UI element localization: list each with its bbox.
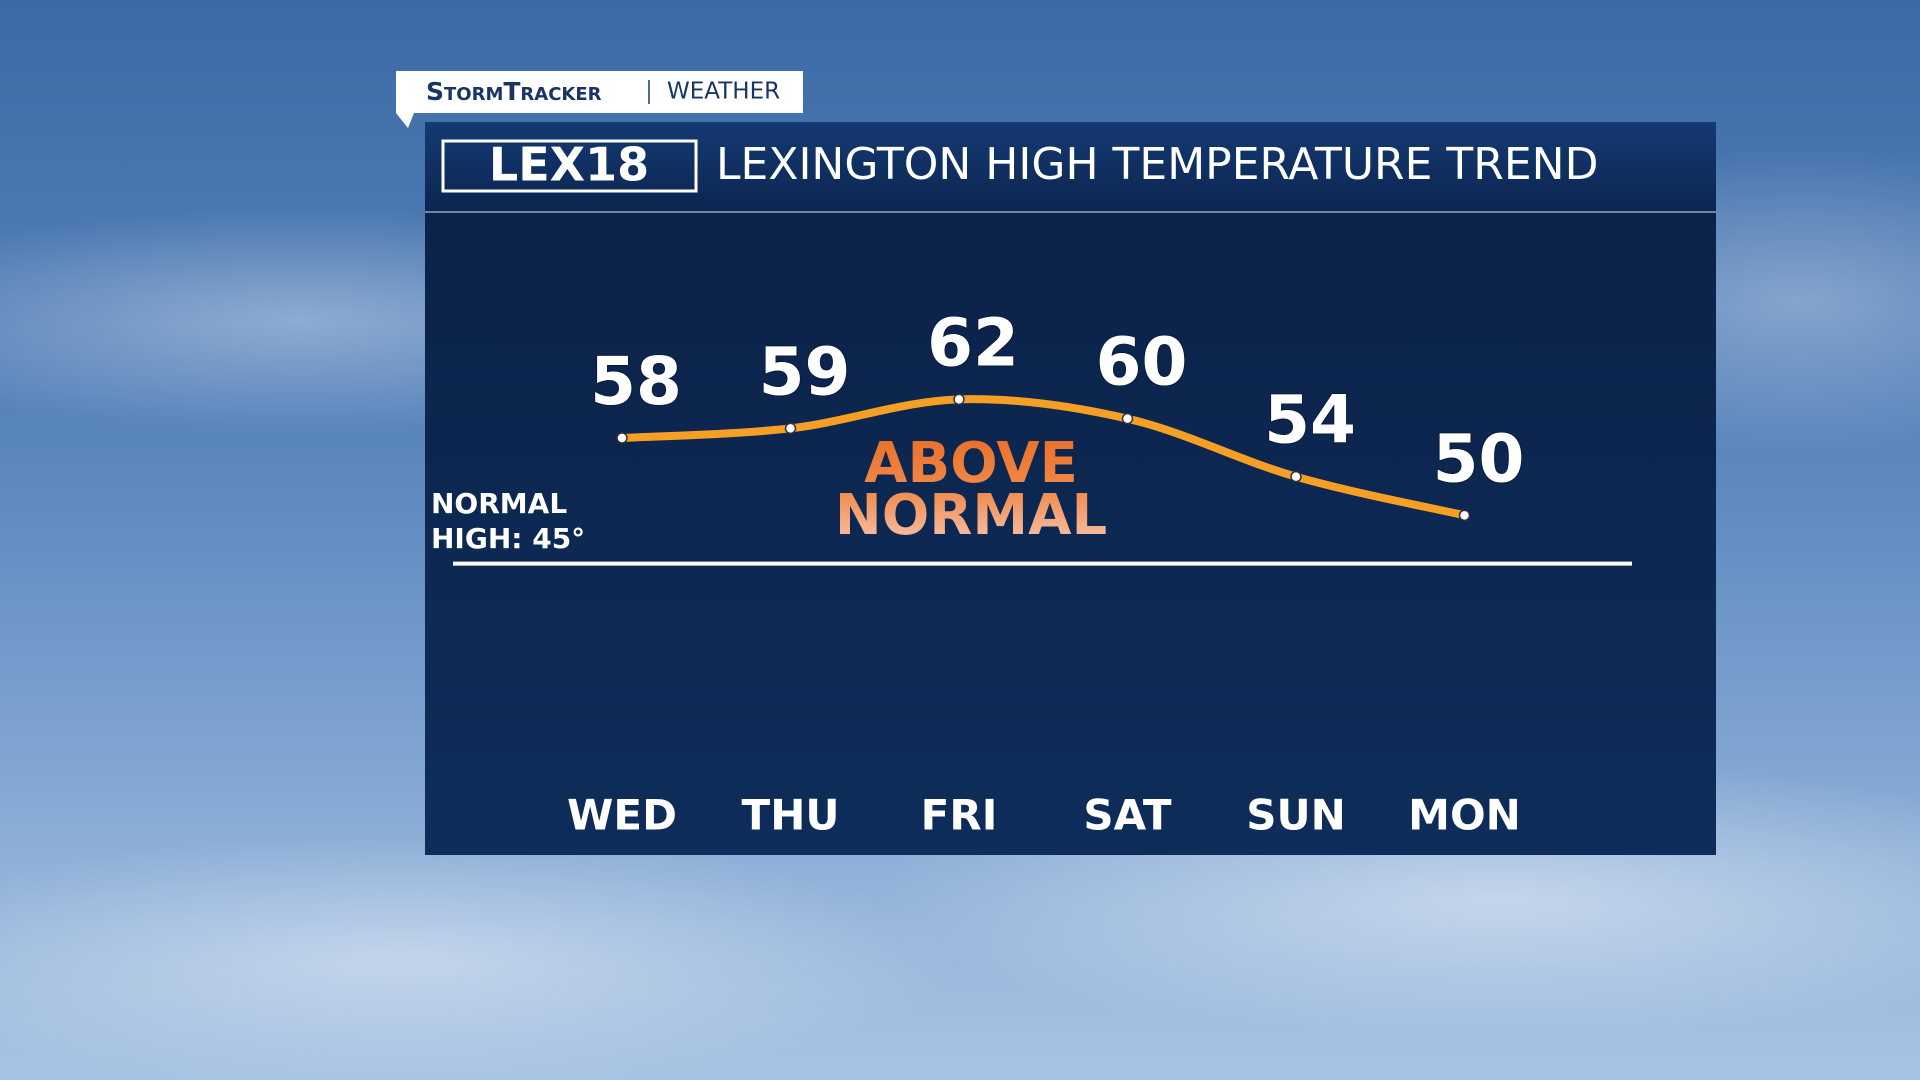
brand-tab [396, 71, 803, 128]
x-tick-label: MON [1408, 791, 1521, 840]
chart-title: LEXINGTON HIGH TEMPERATURE TREND [716, 139, 1598, 190]
header-bar [425, 122, 1716, 212]
point [1121, 412, 1134, 425]
x-tick-label: SAT [1083, 791, 1171, 840]
annotation: ABOVE NORMAL [821, 436, 1121, 544]
reference-label: NORMAL HIGH: 45° [431, 487, 586, 555]
value-label: 58 [590, 343, 682, 420]
brand: StormTracker [426, 77, 602, 106]
logo: LEX18 [489, 138, 649, 192]
x-tick-label: WED [567, 791, 677, 840]
panel [425, 122, 1716, 855]
temperature-line [618, 395, 1469, 520]
value-label: 54 [1264, 382, 1356, 459]
value-label: 59 [759, 333, 851, 410]
point [953, 393, 965, 406]
point [784, 422, 797, 435]
x-tick-label: FRI [921, 791, 998, 840]
value-label: 60 [1096, 324, 1188, 401]
x-tick-label: THU [742, 791, 840, 840]
section: WEATHER [667, 79, 780, 105]
x-tick-label: SUN [1246, 791, 1346, 840]
point [1458, 509, 1471, 522]
value-label: 50 [1433, 420, 1525, 497]
point [1290, 470, 1302, 483]
point [616, 432, 628, 444]
value-label: 62 [927, 304, 1019, 381]
logo-box [441, 139, 698, 193]
